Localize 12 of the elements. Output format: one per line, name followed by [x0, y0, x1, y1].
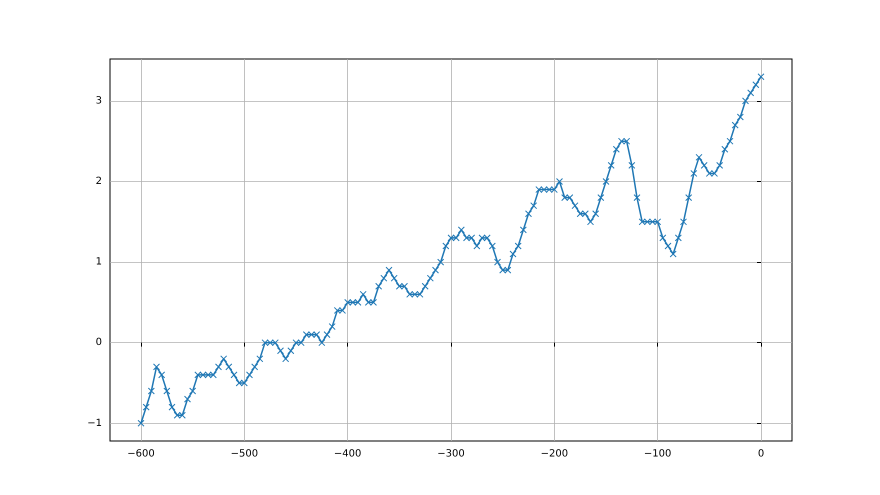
x-tick-label: −300	[437, 448, 465, 460]
y-tick-label: 0	[96, 337, 102, 348]
x-tick-label: −600	[127, 448, 155, 460]
y-tick-label: 1	[96, 256, 102, 268]
x-tick-label: −500	[230, 448, 258, 460]
y-tick-label: −1	[87, 418, 102, 429]
y-tick-label: 2	[96, 176, 102, 187]
x-tick-label: −400	[334, 448, 362, 460]
x-tick-label: 0	[758, 448, 764, 460]
x-tick-label: −200	[540, 448, 568, 460]
x-tick-label: −100	[644, 448, 672, 460]
y-tick-label: 3	[96, 95, 102, 106]
